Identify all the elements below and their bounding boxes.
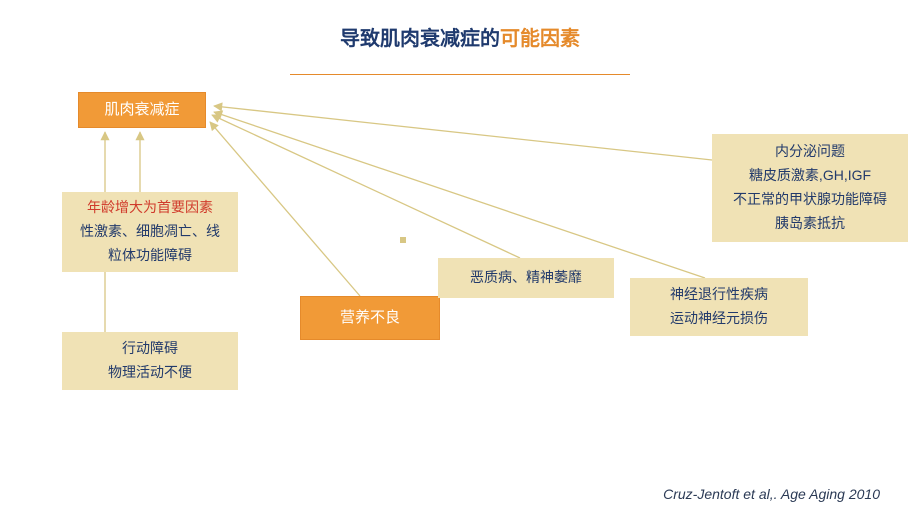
title: 导致肌肉衰减症的可能因素: [0, 22, 920, 51]
arrow-endocrine-to-center: [214, 106, 712, 160]
neurodegeneration-box-line: 运动神经元损伤: [670, 307, 768, 331]
center-node-line: 肌肉衰减症: [104, 97, 179, 123]
aging-factor-box-line: 性激素、细胞凋亡、线: [80, 220, 220, 244]
aging-factor-box: 年龄增大为首要因素性激素、细胞凋亡、线粒体功能障碍: [62, 192, 238, 272]
aging-factor-box-line: 粒体功能障碍: [108, 244, 192, 268]
endocrine-box-line: 内分泌问题: [775, 140, 845, 164]
immobility-box-line: 物理活动不便: [108, 361, 192, 385]
aging-factor-box-line: 年龄增大为首要因素: [87, 196, 213, 220]
center-node: 肌肉衰减症: [78, 92, 206, 128]
endocrine-box: 内分泌问题糖皮质激素,GH,IGF不正常的甲状腺功能障碍胰岛素抵抗: [712, 134, 908, 242]
title-underline: [290, 74, 630, 75]
endocrine-box-line: 不正常的甲状腺功能障碍: [733, 188, 887, 212]
arrow-cachexia-to-center: [212, 115, 520, 258]
decorative-square: [400, 237, 406, 243]
endocrine-box-line: 糖皮质激素,GH,IGF: [749, 164, 871, 188]
immobility-box-line: 行动障碍: [122, 337, 178, 361]
immobility-box: 行动障碍物理活动不便: [62, 332, 238, 390]
citation: Cruz-Jentoft et al,. Age Aging 2010: [663, 486, 880, 502]
malnutrition-box-line: 营养不良: [340, 305, 400, 331]
arrow-neuro-to-center: [214, 112, 705, 278]
cachexia-box: 恶质病、精神萎靡: [438, 258, 614, 298]
diagram-stage: 导致肌肉衰减症的可能因素 肌肉衰减症年龄增大为首要因素性激素、细胞凋亡、线粒体功…: [0, 0, 920, 518]
malnutrition-box: 营养不良: [300, 296, 440, 340]
cachexia-box-line: 恶质病、精神萎靡: [470, 266, 582, 290]
title-part-2: 可能因素: [500, 28, 580, 50]
title-part-1: 导致肌肉衰减症的: [340, 28, 500, 50]
neurodegeneration-box-line: 神经退行性疾病: [670, 283, 768, 307]
neurodegeneration-box: 神经退行性疾病运动神经元损伤: [630, 278, 808, 336]
endocrine-box-line: 胰岛素抵抗: [775, 212, 845, 236]
